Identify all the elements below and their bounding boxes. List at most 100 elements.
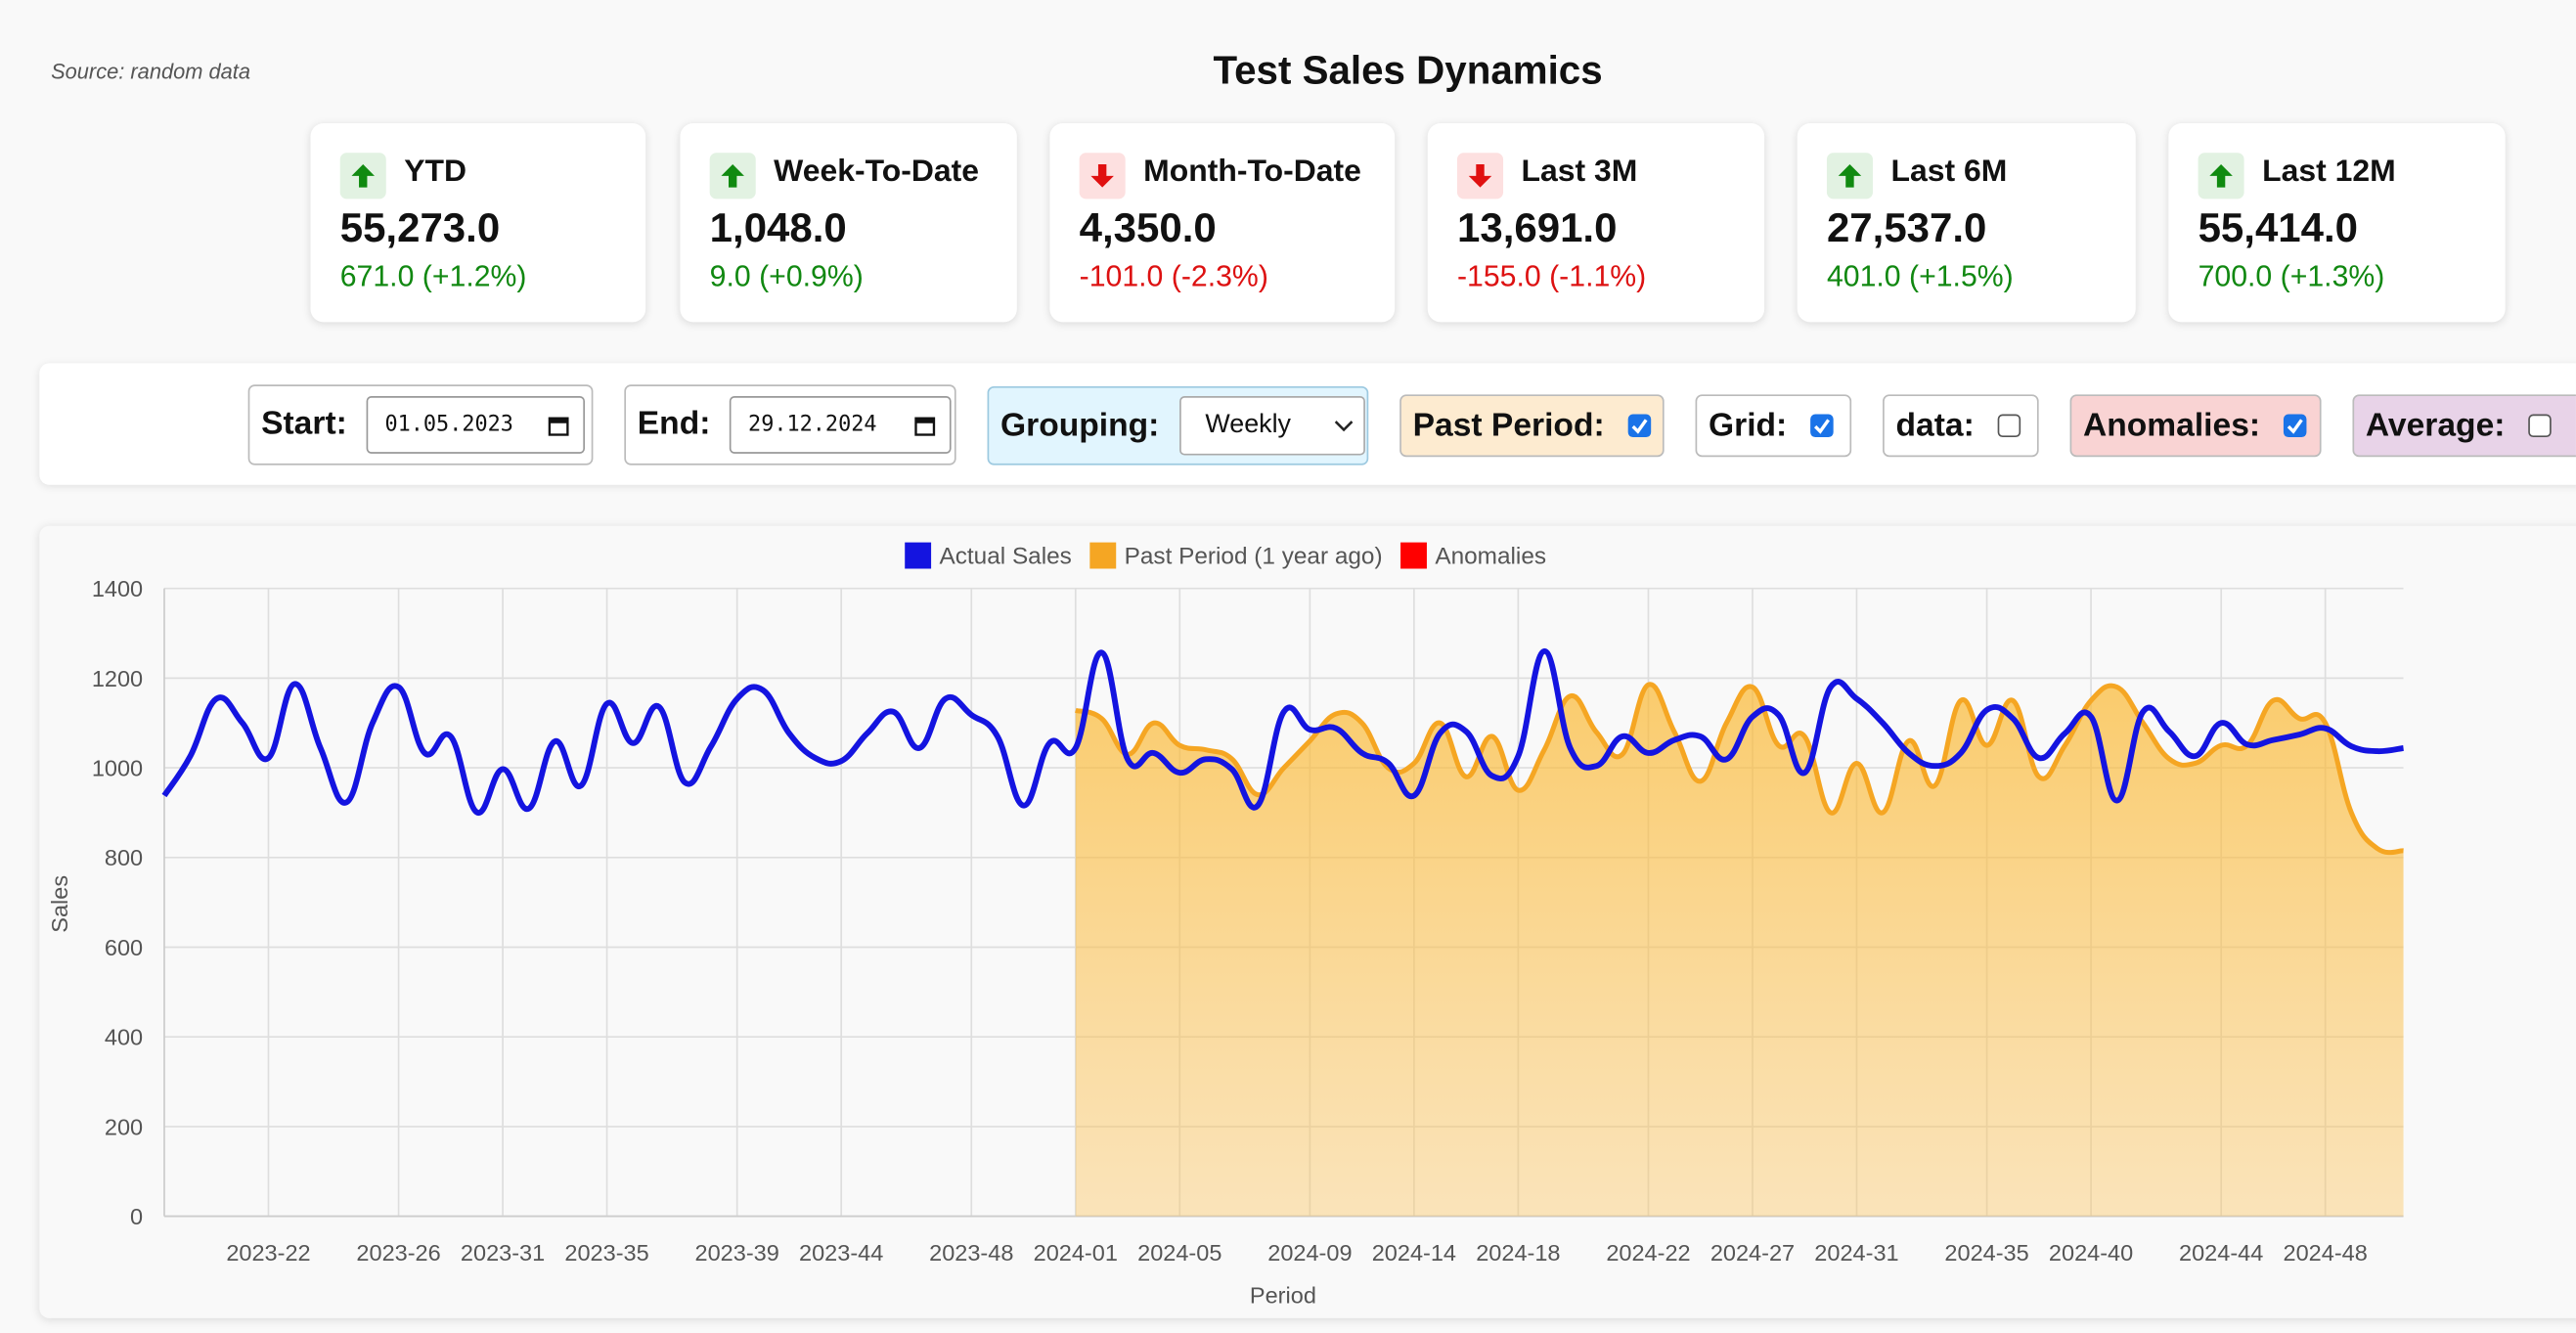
kpi-change: 671.0 (+1.2%) <box>339 259 527 293</box>
kpi-label: Last 6M <box>1890 154 2008 190</box>
trend-icon <box>709 153 756 200</box>
y-tick-label: 0 <box>130 1204 143 1229</box>
kpi-card: Week-To-Date 1,048.0 9.0 (+0.9%) <box>680 123 1017 323</box>
arrow-shape <box>1838 164 1862 188</box>
date-control: End: 29.12.2024 <box>624 384 956 466</box>
checkbox[interactable] <box>1997 414 2021 438</box>
checkbox[interactable] <box>1627 414 1651 438</box>
x-tick-label: 2023-39 <box>695 1240 779 1266</box>
kpi-label: Month-To-Date <box>1143 154 1361 190</box>
caret-shape <box>1334 421 1353 432</box>
kpi-value: 4,350.0 <box>1079 205 1217 252</box>
trend-arrow <box>2209 164 2233 188</box>
kpi-change: 700.0 (+1.3%) <box>2198 259 2385 293</box>
y-tick-label: 400 <box>105 1025 143 1050</box>
legend-label: Anomalies <box>1435 543 1546 569</box>
calendar-top <box>916 417 935 422</box>
date-label: End: <box>637 406 711 443</box>
y-tick-label: 1000 <box>92 755 143 780</box>
kpi-value: 13,691.0 <box>1456 205 1618 252</box>
trend-arrow <box>1838 164 1862 188</box>
x-tick-label: 2024-14 <box>1372 1240 1456 1266</box>
x-tick-label: 2023-22 <box>226 1240 310 1266</box>
date-value: 01.05.2023 <box>384 412 513 438</box>
x-tick-label: 2023-48 <box>929 1240 1013 1266</box>
check-mark <box>2287 419 2303 434</box>
trend-arrow <box>351 164 375 188</box>
kpi-label: Last 12M <box>2262 154 2396 190</box>
y-tick-label: 600 <box>105 935 143 960</box>
controls-panel: Start: 01.05.2023 End: 29.12.2024 Grouping: W… <box>39 363 2576 485</box>
kpi-label: YTD <box>404 154 467 190</box>
date-label: Start: <box>261 406 347 443</box>
date-value: 29.12.2024 <box>748 412 877 438</box>
kpi-change: 401.0 (+1.5%) <box>1826 259 2014 293</box>
x-tick-label: 2024-31 <box>1814 1240 1898 1266</box>
legend-swatch <box>1089 542 1117 569</box>
legend-swatch <box>1400 542 1427 569</box>
kpi-value: 27,537.0 <box>1826 205 1987 252</box>
kpi-card: YTD 55,273.0 671.0 (+1.2%) <box>310 123 646 323</box>
calendar-icon <box>915 416 936 435</box>
area <box>1075 684 2404 1217</box>
x-tick-label: 2024-01 <box>1034 1240 1118 1266</box>
toggle-control: Average: <box>2352 394 2576 458</box>
date-input[interactable]: 29.12.2024 <box>730 396 953 454</box>
x-tick-label: 2024-48 <box>2284 1240 2368 1266</box>
x-tick-label: 2023-31 <box>461 1240 545 1266</box>
source-note: Source: random data <box>51 59 251 84</box>
toggle-label: Average: <box>2365 406 2506 443</box>
toggle-label: Anomalies: <box>2082 406 2261 443</box>
x-axis-title: Period <box>1250 1283 1316 1309</box>
kpi-value: 55,414.0 <box>2198 205 2359 252</box>
arrow-shape <box>351 164 375 188</box>
x-tick-label: 2024-05 <box>1137 1240 1221 1266</box>
toggle-control: data: <box>1883 394 2039 458</box>
x-tick-label: 2024-18 <box>1476 1240 1560 1266</box>
y-tick-label: 1400 <box>92 576 143 601</box>
y-tick-label: 1200 <box>92 666 143 691</box>
trend-arrow <box>1090 164 1114 188</box>
date-input[interactable]: 01.05.2023 <box>366 396 586 454</box>
trend-icon <box>339 153 386 200</box>
kpi-card: Last 3M 13,691.0 -155.0 (-1.1%) <box>1427 123 1765 323</box>
legend: Actual Sales Past Period (1 year ago) Anom… <box>905 542 1546 569</box>
x-tick-label: 2023-26 <box>356 1240 440 1266</box>
x-tick-label: 2023-35 <box>564 1240 648 1266</box>
arrow-shape <box>2209 164 2233 188</box>
grouping-value: Weekly <box>1205 411 1292 439</box>
x-tick-label: 2024-35 <box>1944 1240 2028 1266</box>
checkbox[interactable] <box>1809 414 1834 438</box>
arrow-shape <box>721 164 744 188</box>
arrow-shape <box>1468 164 1492 188</box>
check-shape <box>2287 419 2303 434</box>
checkbox[interactable] <box>2527 414 2552 438</box>
page-title: Test Sales Dynamics <box>1213 49 1603 94</box>
x-tick-label: 2024-27 <box>1710 1240 1795 1266</box>
trend-icon <box>1079 153 1126 200</box>
toggle-label: Past Period: <box>1412 406 1605 443</box>
check-shape <box>1631 419 1648 434</box>
grouping-select[interactable]: Weekly <box>1178 396 1365 456</box>
kpi-card: Last 12M 55,414.0 700.0 (+1.3%) <box>2168 123 2506 323</box>
trend-icon <box>1456 153 1504 200</box>
line <box>161 647 2404 816</box>
kpi-change: -155.0 (-1.1%) <box>1456 259 1647 293</box>
calendar-icon <box>549 416 569 435</box>
kpi-label: Last 3M <box>1521 154 1638 190</box>
check-shape <box>1813 419 1830 434</box>
toggle-control: Anomalies: <box>2069 394 2322 458</box>
arrow-shape <box>1090 164 1114 188</box>
checkbox[interactable] <box>2283 414 2307 438</box>
legend-label: Past Period (1 year ago) <box>1125 543 1383 569</box>
legend-label: Actual Sales <box>939 543 1071 569</box>
kpi-value: 55,273.0 <box>339 205 501 252</box>
y-tick-label: 800 <box>105 845 143 870</box>
x-tick-label: 2024-22 <box>1606 1240 1690 1266</box>
trend-icon <box>1826 153 1873 200</box>
grouping-label: Grouping: <box>999 406 1160 443</box>
line <box>1075 682 2404 856</box>
